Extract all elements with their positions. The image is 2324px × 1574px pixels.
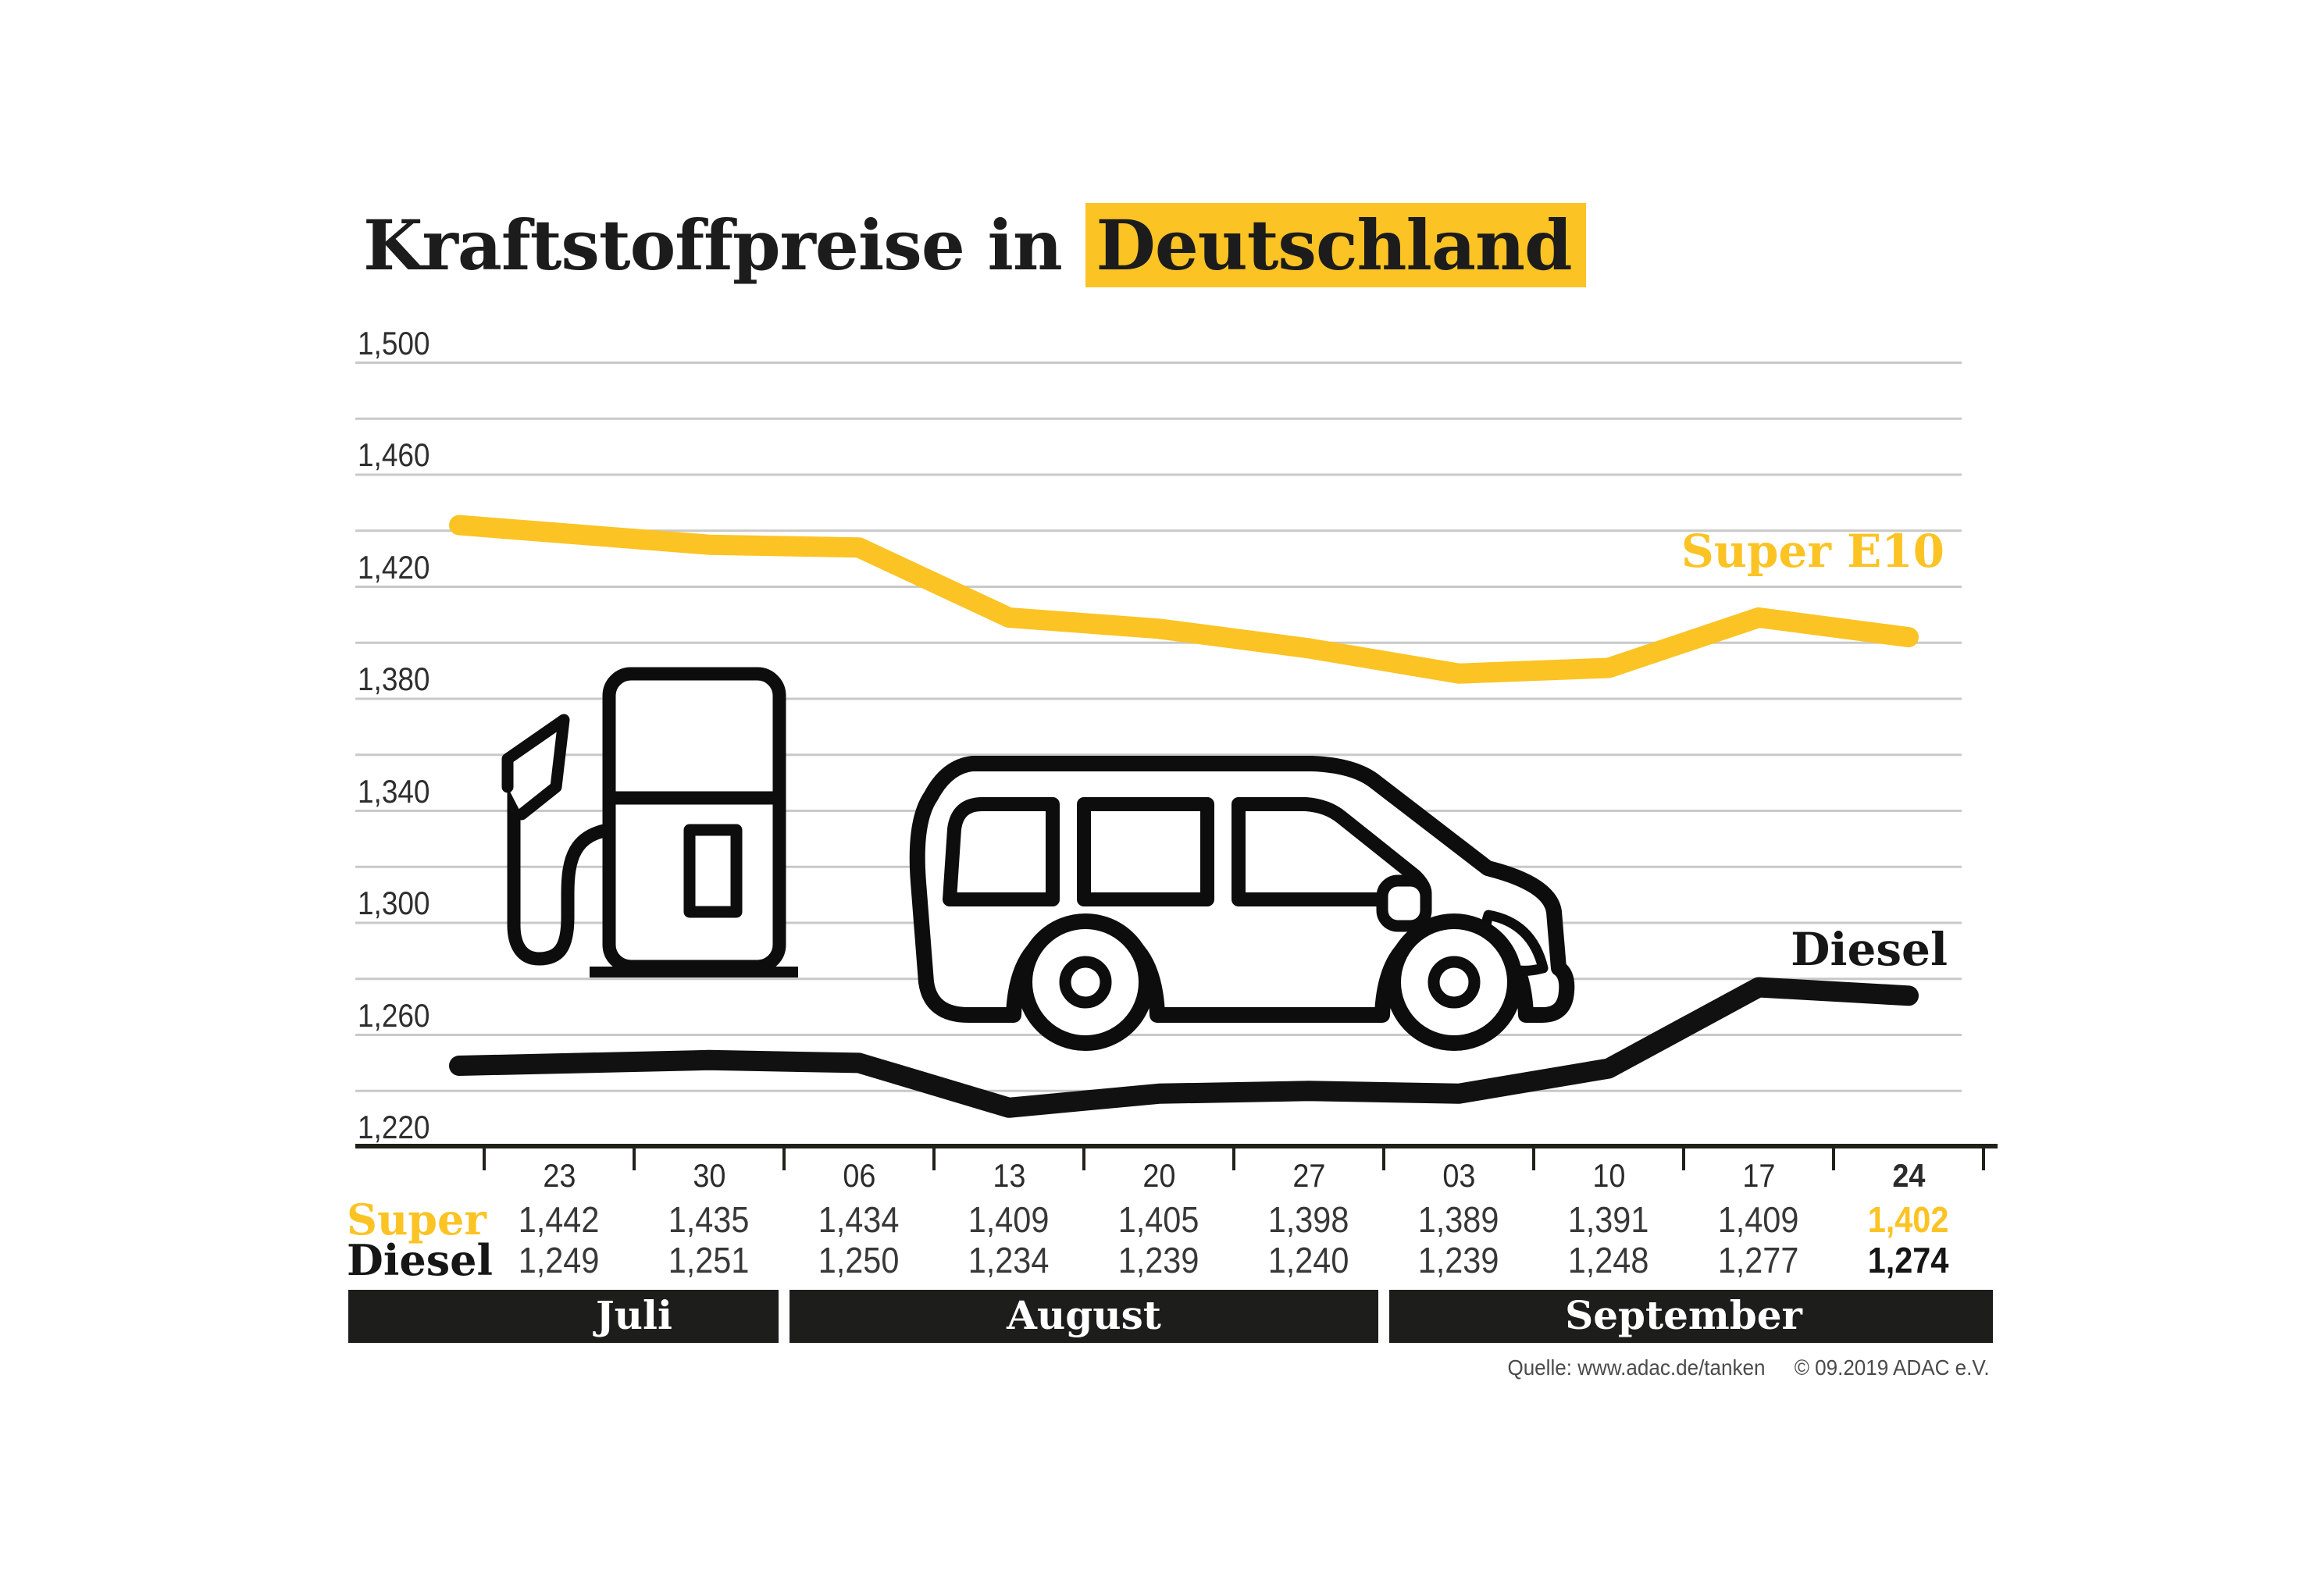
table-cell: 1,248 — [1568, 1240, 1649, 1280]
copyright-note: © 09.2019 ADAC e.V. — [1795, 1355, 1990, 1380]
y-axis-label: 1,260 — [358, 996, 430, 1034]
table-cell: 1,435 — [668, 1199, 750, 1240]
table-cell: 1,249 — [519, 1240, 600, 1280]
table-cell: 1,402 — [1868, 1199, 1949, 1240]
table-cell: 06 — [842, 1157, 876, 1194]
y-axis-label: 1,420 — [358, 548, 430, 586]
month-label: August — [1007, 1292, 1161, 1338]
table-cell: 03 — [1442, 1157, 1476, 1194]
series-label-super-e10: Super E10 — [1681, 525, 1944, 578]
month-band-august: August — [790, 1290, 1378, 1343]
x-axis — [355, 1144, 1998, 1170]
table-cell: 30 — [692, 1157, 726, 1194]
table-cell: 1,240 — [1268, 1240, 1349, 1280]
source-url: Quelle: www.adac.de/tanken — [1507, 1355, 1766, 1380]
table-cell: 1,234 — [968, 1240, 1050, 1280]
table-cell: 1,442 — [519, 1199, 600, 1240]
table-cell: 17 — [1741, 1157, 1776, 1194]
table-cell: 1,409 — [1718, 1199, 1799, 1240]
table-cell: 1,251 — [668, 1240, 750, 1280]
row-label-diesel: Diesel — [347, 1235, 493, 1285]
y-axis-label: 1,340 — [358, 772, 430, 810]
fuel-price-line-chart — [355, 361, 1998, 1170]
month-band-juli: Juli — [348, 1290, 779, 1343]
data-lines — [449, 515, 1919, 1118]
row-label-super: Super — [347, 1195, 487, 1245]
table-cell: 13 — [992, 1157, 1026, 1194]
table-cell: 1,398 — [1268, 1199, 1349, 1240]
table-cell: 24 — [1891, 1157, 1926, 1194]
line-series-super-e10 — [449, 515, 1919, 684]
table-cell: 10 — [1592, 1157, 1626, 1194]
table-cell: 1,389 — [1418, 1199, 1499, 1240]
title-prefix: Kraftstoffpreise in — [363, 205, 1063, 286]
month-label: Juli — [596, 1292, 672, 1338]
table-cell: 1,239 — [1418, 1240, 1499, 1280]
car-icon — [909, 756, 1575, 1051]
table-cell: 1,239 — [1118, 1240, 1199, 1280]
table-cell: 23 — [542, 1157, 576, 1194]
page-title: Kraftstoffpreise in Deutschland — [363, 203, 1586, 287]
y-axis-label: 1,300 — [358, 885, 430, 921]
table-cell: 1,409 — [968, 1199, 1050, 1240]
month-band-september: September — [1389, 1290, 1993, 1343]
y-axis-label: 1,500 — [358, 324, 430, 361]
month-label: September — [1565, 1292, 1802, 1338]
y-axis-label: 1,220 — [358, 1109, 430, 1145]
y-axis-label: 1,460 — [358, 436, 430, 473]
table-cell: 1,391 — [1568, 1199, 1649, 1240]
title-highlight: Deutschland — [1085, 203, 1586, 287]
line-series-diesel — [449, 977, 1919, 1118]
table-cell: 20 — [1142, 1157, 1176, 1194]
table-cell: 1,250 — [818, 1240, 900, 1280]
y-axis-label: 1,380 — [358, 661, 430, 697]
fuel-pump-icon — [501, 667, 798, 978]
table-cell: 1,277 — [1718, 1240, 1799, 1280]
table-cell: 1,405 — [1118, 1199, 1199, 1240]
table-cell: 1,274 — [1868, 1240, 1949, 1280]
series-label-diesel: Diesel — [1791, 923, 1948, 976]
table-cell: 1,434 — [818, 1199, 900, 1240]
x-axis-line — [355, 1144, 1998, 1148]
table-cell: 27 — [1292, 1157, 1326, 1194]
chart-icons — [501, 667, 1575, 1051]
source-note: Quelle: www.adac.de/tanken © 09.2019 ADAC… — [1508, 1355, 1990, 1380]
